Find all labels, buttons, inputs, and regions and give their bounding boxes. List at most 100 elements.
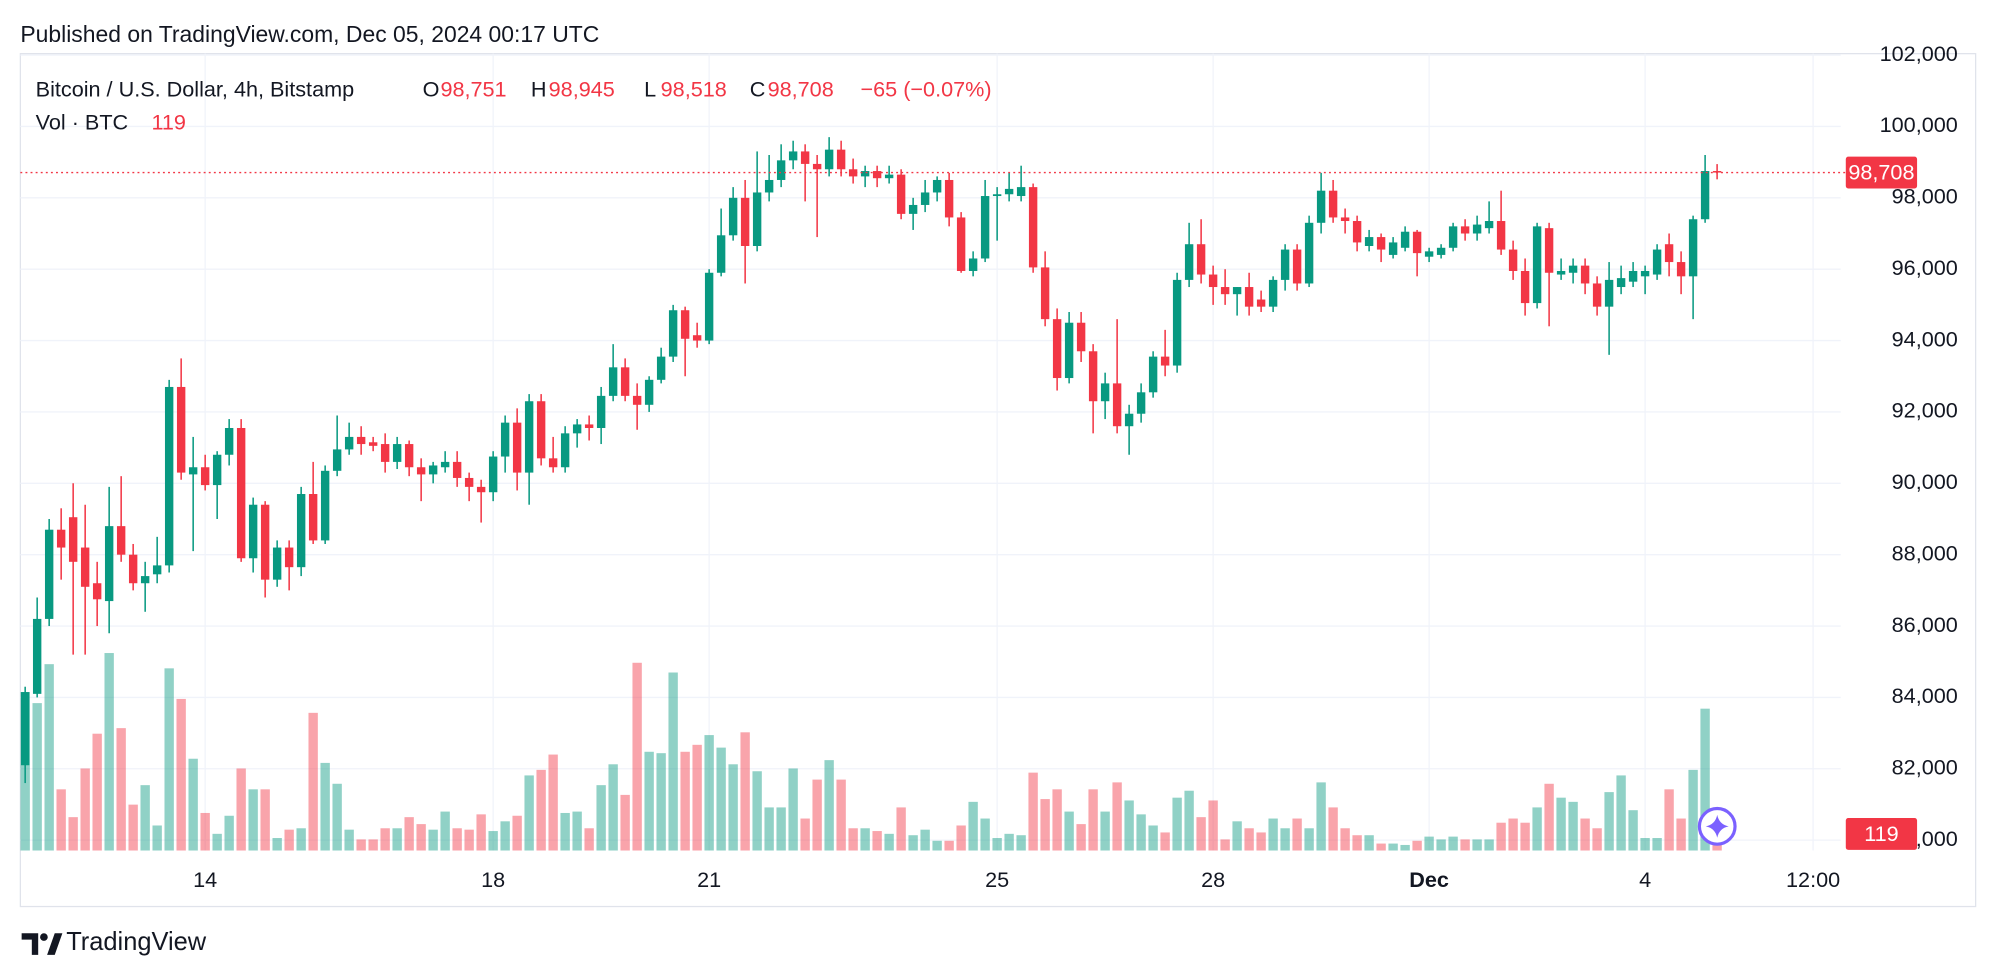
volume-bar [620,794,630,851]
candle-body [1280,249,1290,280]
candle-body [1112,383,1122,427]
candle-body [908,204,918,214]
candle-body [308,494,318,541]
legend-value: 98,708 [768,76,834,101]
volume-bar [1232,821,1242,851]
candle-body [1496,221,1506,250]
candle-body [1640,270,1650,277]
volume-bar [32,703,42,851]
volume-bar [1352,835,1362,851]
candle-body [1364,237,1374,246]
volume-bar [1652,838,1662,851]
volume-bar [1184,790,1194,851]
volume-bar [128,804,138,851]
candle-body [92,583,102,600]
candle-body [800,151,810,164]
candle-body [20,692,30,766]
y-tick-label: 84,000 [1892,683,1958,708]
volume-bar [1268,818,1278,851]
candle-body [32,618,42,694]
volume-bar [680,751,690,851]
volume-bar [944,840,954,851]
volume-bar [1172,797,1182,851]
candle-body [536,401,546,459]
grid [20,53,1841,851]
candle-body [1328,190,1338,218]
x-tick-label: 25 [985,867,1009,892]
candle-body [500,422,510,457]
volume-bar [908,835,918,851]
volume-bar [656,753,666,851]
candle-body [1076,322,1086,352]
volume-bar [1028,772,1038,851]
volume-bar [92,733,102,851]
volume-bar [1508,818,1518,851]
candle-body [1376,237,1386,250]
ai-icon[interactable] [1697,806,1737,846]
volume-bar [104,653,114,851]
candle-body [440,461,450,468]
last-volume-label: 119 [1864,821,1898,846]
volume-bar [992,838,1002,851]
candle-body [1520,270,1530,304]
y-tick-label: 82,000 [1892,755,1958,780]
volume-bar [1676,818,1686,851]
volume-bar [1568,801,1578,851]
x-tick-label: 18 [481,867,505,892]
candle-body [1088,351,1098,402]
candle-body [116,526,126,555]
y-tick-label: 100,000 [1880,112,1958,137]
volume-bar [260,789,270,851]
candle-body [1316,190,1326,223]
candle-body [1256,299,1266,307]
candle-body [260,504,270,580]
candle-body [152,565,162,575]
volume-bar [1292,818,1302,851]
candle-body [1592,283,1602,307]
volume-bar [716,747,726,851]
candle-body [1124,413,1134,427]
volume-bar [668,672,678,851]
candle-body [1412,231,1422,254]
candle-body [752,192,762,246]
volume-bar [272,838,282,851]
volume-bar [1688,769,1698,851]
volume-bar [932,840,942,851]
volume-bar [788,768,798,851]
candle-body [392,444,402,462]
volume-bar [320,762,330,851]
volume-bar [1604,792,1614,851]
volume-bar [1304,828,1314,851]
volume-bar [1316,782,1326,851]
volume-bar [1400,844,1410,851]
volume-bar [1544,783,1554,851]
volume-bar [740,732,750,851]
icon-star[interactable] [1705,814,1729,838]
candle-body [1268,279,1278,307]
candle-body [1436,247,1446,255]
candle-body [836,149,846,170]
volume-bar [1112,782,1122,851]
candle-body [380,444,390,462]
volume-bar [764,807,774,851]
volume-bar [80,768,90,851]
volume-bar [152,825,162,851]
candle-body [1160,356,1170,366]
volume-bar [380,828,390,851]
candle-body [416,467,426,475]
legend-key: H [531,76,547,101]
candle-body [1016,187,1026,197]
volume-bar [1280,828,1290,851]
chart-frame [19,53,1977,908]
volume-bar [1448,836,1458,851]
legend-value: 98,518 [661,76,727,101]
candle-body [212,454,222,486]
volume-bar [1460,839,1470,851]
volume-bar [236,768,246,851]
candle-body [680,310,690,339]
candle-body [1040,267,1050,320]
candle-body [1712,171,1722,173]
legend-symbol: Bitcoin / U.S. Dollar, 4h, Bitstamp [36,76,355,101]
volume-bar [1208,800,1218,851]
volume-bar [1484,839,1494,851]
